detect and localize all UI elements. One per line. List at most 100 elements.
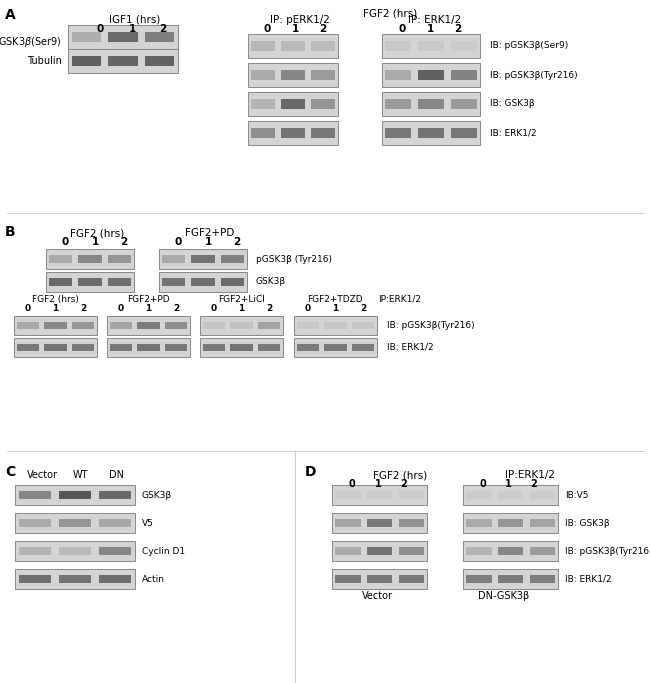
Bar <box>17 344 39 352</box>
Text: GSK3β: GSK3β <box>142 490 172 499</box>
Bar <box>463 513 558 533</box>
Bar <box>109 56 138 66</box>
Bar <box>19 575 51 583</box>
Text: FGF2 (hrs): FGF2 (hrs) <box>373 470 427 480</box>
Text: WT: WT <box>72 470 88 480</box>
Text: FGF2 (hrs): FGF2 (hrs) <box>70 228 124 238</box>
Bar <box>251 128 275 138</box>
Bar <box>59 519 91 527</box>
Bar <box>191 255 214 263</box>
Text: DN: DN <box>109 470 124 480</box>
Bar <box>463 485 558 505</box>
Text: 1: 1 <box>204 237 212 247</box>
Bar <box>200 338 283 357</box>
Bar <box>385 41 411 51</box>
Bar <box>107 338 190 357</box>
Text: 1: 1 <box>129 24 136 34</box>
Text: IB: ERK1/2: IB: ERK1/2 <box>387 343 434 352</box>
Bar <box>15 541 135 561</box>
Text: 2: 2 <box>454 24 462 34</box>
Text: 1: 1 <box>239 304 244 313</box>
Text: 0: 0 <box>96 24 103 34</box>
Text: 2: 2 <box>266 304 272 313</box>
Text: 0: 0 <box>305 304 311 313</box>
Text: 0: 0 <box>211 304 217 313</box>
Text: Cyclin D1: Cyclin D1 <box>142 546 185 555</box>
Text: 2: 2 <box>233 237 240 247</box>
Text: 0: 0 <box>25 304 31 313</box>
Text: 0: 0 <box>263 24 270 34</box>
Text: 0: 0 <box>61 237 69 247</box>
Bar <box>335 575 361 583</box>
Bar <box>68 49 178 73</box>
Bar <box>450 70 476 80</box>
Bar <box>258 344 280 352</box>
Bar <box>294 338 377 357</box>
Bar <box>311 70 335 80</box>
Bar <box>498 547 523 555</box>
Bar <box>498 519 523 527</box>
Bar <box>14 338 97 357</box>
Text: 2: 2 <box>319 24 326 34</box>
Bar <box>463 541 558 561</box>
Bar <box>72 56 101 66</box>
Bar <box>281 99 305 109</box>
Text: FGF2+PD: FGF2+PD <box>127 295 169 304</box>
Text: DN-GSK3β: DN-GSK3β <box>478 591 530 601</box>
Bar <box>466 547 491 555</box>
Text: GSK3β: GSK3β <box>256 277 286 286</box>
Bar <box>68 25 178 49</box>
Bar <box>332 513 427 533</box>
Text: IB: pGSK3β(Tyr216): IB: pGSK3β(Tyr216) <box>387 321 474 330</box>
Bar <box>49 278 72 286</box>
Bar <box>251 41 275 51</box>
Bar <box>165 344 187 352</box>
Bar <box>231 322 253 329</box>
Bar <box>59 547 91 555</box>
Bar <box>463 569 558 589</box>
Text: IB: pGSK3β(Tyr216): IB: pGSK3β(Tyr216) <box>565 546 650 555</box>
Bar <box>450 41 476 51</box>
Text: pGSK3β (Tyr216): pGSK3β (Tyr216) <box>256 255 332 264</box>
Bar <box>110 344 132 352</box>
Bar <box>418 41 444 51</box>
Text: FGF2+LiCl: FGF2+LiCl <box>218 295 265 304</box>
Bar <box>137 322 159 329</box>
Text: IB:V5: IB:V5 <box>565 490 588 499</box>
Bar <box>108 278 131 286</box>
Bar <box>311 99 335 109</box>
Text: 0: 0 <box>348 479 356 489</box>
Bar <box>200 316 283 335</box>
Bar <box>367 491 392 499</box>
Bar <box>335 519 361 527</box>
Bar <box>332 541 427 561</box>
Bar <box>281 128 305 138</box>
Bar <box>281 41 305 51</box>
Text: IB: pGSK3β(Ser9): IB: pGSK3β(Ser9) <box>490 42 568 51</box>
Bar <box>281 70 305 80</box>
Bar <box>99 547 131 555</box>
Bar <box>398 491 424 499</box>
Bar <box>450 128 476 138</box>
Bar <box>530 519 555 527</box>
Bar <box>145 32 174 42</box>
Text: C: C <box>5 465 15 479</box>
Text: IB: ERK1/2: IB: ERK1/2 <box>490 128 537 137</box>
Text: FGF2+PD: FGF2+PD <box>185 228 235 238</box>
Bar <box>110 322 132 329</box>
Bar <box>19 547 51 555</box>
Bar <box>78 278 102 286</box>
Bar <box>17 322 39 329</box>
Text: D: D <box>305 465 317 479</box>
Bar <box>15 569 135 589</box>
Text: 1: 1 <box>374 479 382 489</box>
Text: Tubulin: Tubulin <box>27 56 62 66</box>
Text: 0: 0 <box>118 304 124 313</box>
Bar <box>297 344 319 352</box>
Bar <box>311 41 335 51</box>
Bar <box>108 255 131 263</box>
Bar <box>466 519 491 527</box>
Bar <box>44 322 66 329</box>
Bar <box>159 249 247 269</box>
Bar <box>294 316 377 335</box>
